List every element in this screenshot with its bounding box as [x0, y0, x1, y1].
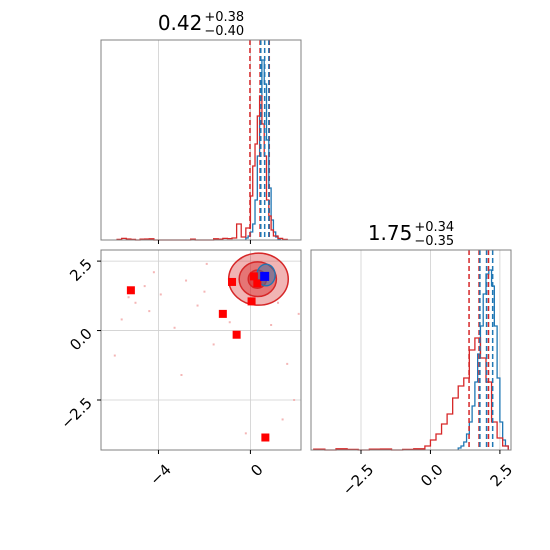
faint-sample-13 — [277, 301, 280, 304]
right-hist-quantile-lines — [468, 250, 494, 450]
faint-sample-14 — [286, 362, 289, 365]
red-marker-2 — [218, 309, 227, 318]
scatter-x-ticks: −4 0 — [146, 450, 267, 489]
panel-right-hist: −2.5 0.0 2.5 1.75 +0.34 −0.35 — [310, 220, 516, 499]
red-marker-0 — [126, 286, 135, 295]
y-tick-label-0: −2.5 — [57, 394, 95, 432]
faint-sample-5 — [120, 318, 123, 321]
hist-series-1 — [116, 95, 288, 241]
faint-sample-6 — [173, 326, 176, 329]
scatter-y-ticks: −2.5 0.0 2.5 — [57, 255, 101, 433]
right-hist-x-ticks: −2.5 0.0 2.5 — [339, 450, 516, 499]
red-marker-5 — [249, 272, 258, 281]
faint-sample-11 — [228, 321, 231, 324]
faint-sample-17 — [113, 354, 116, 357]
top-hist-title-minus: −0.40 — [204, 24, 244, 39]
x-tick-label-0: −4 — [146, 461, 174, 489]
red-marker-4 — [247, 297, 256, 306]
top-hist-title-value: 0.42 — [158, 11, 203, 35]
faint-sample-23 — [270, 324, 273, 326]
faint-sample-20 — [281, 418, 284, 421]
scatter-frame — [100, 249, 302, 451]
top-hist-title: 0.42 — [158, 11, 203, 35]
top-hist-series — [116, 59, 288, 241]
scatter-gridlines — [101, 250, 301, 450]
x-tick-label-2: 2.5 — [487, 461, 517, 491]
scatter-contours — [227, 252, 290, 306]
faint-sample-9 — [205, 262, 208, 265]
top-hist-x-ticks — [157, 240, 251, 244]
faint-sample-7 — [185, 279, 188, 282]
red-marker-1 — [228, 277, 237, 286]
faint-sample-19 — [244, 432, 247, 435]
x-tick-label-1: 0 — [247, 461, 266, 480]
y-tick-label-1: 0.0 — [66, 325, 96, 355]
faint-sample-8 — [196, 304, 199, 307]
faint-sample-3 — [152, 271, 155, 274]
scatter-markers — [126, 271, 270, 442]
faint-sample-4 — [159, 293, 162, 296]
top-hist-quantile-lines — [249, 40, 271, 240]
right-hist-title-value: 1.75 — [368, 221, 413, 245]
faint-sample-0 — [127, 296, 130, 299]
faint-sample-22 — [203, 290, 206, 293]
top-hist-frame — [100, 39, 302, 241]
red-marker-6 — [253, 279, 262, 288]
y-tick-label-2: 2.5 — [66, 255, 96, 285]
right-hist-title-plus: +0.34 — [414, 220, 454, 235]
red-marker-7 — [261, 433, 270, 442]
right-hist-frame — [310, 249, 512, 451]
faint-sample-2 — [143, 285, 146, 288]
faint-sample-18 — [180, 374, 183, 376]
faint-sample-16 — [297, 312, 300, 315]
top-hist-title-plus: +0.38 — [204, 10, 244, 25]
hist-series-0 — [457, 269, 509, 450]
x-tick-label-1: 0.0 — [417, 461, 447, 491]
x-tick-label-0: −2.5 — [339, 461, 377, 499]
faint-sample-10 — [212, 343, 215, 346]
faint-sample-15 — [293, 399, 296, 401]
faint-sample-21 — [148, 310, 151, 313]
panel-scatter: −4 0 −2.5 0.0 2.5 — [57, 249, 302, 489]
red-marker-3 — [232, 330, 241, 339]
right-hist-title-minus: −0.35 — [414, 234, 454, 249]
blue-marker-0 — [260, 271, 270, 281]
hist-series-0 — [245, 59, 281, 240]
right-hist-title: 1.75 — [368, 221, 413, 245]
panel-top-hist: 0.42 +0.38 −0.40 — [100, 10, 302, 244]
faint-sample-1 — [134, 301, 137, 304]
